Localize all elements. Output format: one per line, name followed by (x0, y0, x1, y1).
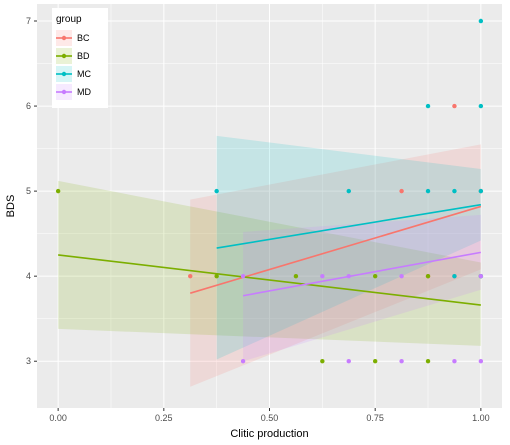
point-mc (452, 273, 457, 279)
point-bd (293, 273, 299, 279)
point-mc (425, 188, 431, 194)
legend-point-mc (61, 71, 67, 77)
legend-title: group (56, 14, 82, 25)
x-tick-label: 0.50 (261, 413, 279, 423)
y-tick-label: 7 (26, 16, 31, 26)
point-md (240, 359, 246, 364)
point-md (478, 359, 484, 364)
point-bd (320, 359, 325, 364)
point-mc (452, 188, 457, 194)
x-tick-label: 0.00 (49, 413, 67, 423)
point-bc (452, 103, 457, 109)
y-tick-label: 5 (26, 186, 31, 196)
point-md (478, 273, 484, 279)
point-md (320, 273, 325, 279)
band-md (243, 214, 481, 362)
legend-point-bc (61, 35, 67, 41)
y-tick-label: 3 (26, 356, 31, 366)
point-mc (478, 103, 484, 109)
point-mc (425, 103, 431, 109)
legend-point-bd (61, 53, 67, 59)
point-mc (214, 188, 219, 194)
band-bd (58, 180, 481, 346)
point-md (240, 273, 246, 279)
x-tick-label: 1.00 (472, 413, 490, 423)
confidence-bands (58, 135, 481, 387)
y-axis-title: BDS (5, 195, 17, 218)
legend-point-md (61, 89, 67, 95)
band-bc (190, 144, 481, 387)
point-bc (399, 188, 404, 194)
y-tick-label: 4 (26, 271, 31, 281)
point-bd (55, 188, 61, 194)
band-mc (216, 135, 481, 360)
y-tick-label: 6 (26, 101, 31, 111)
legend-items: BC BD MC MD (56, 30, 91, 100)
x-axis-ticks: 0.00 0.25 0.50 0.75 1.00 (49, 408, 490, 423)
point-bd (425, 273, 431, 279)
point-bd (372, 359, 378, 364)
fit-line-bc (190, 205, 482, 294)
point-md (346, 359, 351, 364)
legend-label-mc: MC (77, 69, 91, 79)
y-axis-ticks: 3 4 5 6 7 (26, 16, 37, 366)
point-bd (372, 273, 378, 279)
point-mc (478, 18, 484, 24)
x-tick-label: 0.75 (366, 413, 384, 423)
data-points (55, 18, 484, 364)
legend-label-md: MD (77, 87, 91, 97)
point-bd (214, 273, 219, 279)
point-md (399, 359, 404, 364)
point-md (452, 359, 457, 364)
point-md (399, 273, 404, 279)
point-bc (188, 273, 193, 279)
point-bd (425, 359, 431, 364)
fit-lines (58, 203, 482, 306)
legend-label-bc: BC (77, 33, 90, 43)
legend: group BC BD MC MD (52, 8, 108, 108)
x-tick-label: 0.25 (155, 413, 173, 423)
fit-line-bd (58, 254, 481, 306)
point-mc (346, 188, 351, 194)
point-mc (478, 188, 484, 194)
point-md (346, 273, 351, 279)
fit-line-mc (216, 203, 481, 249)
legend-label-bd: BD (77, 51, 90, 61)
fit-line-md (242, 251, 482, 297)
x-axis-title: Clitic production (230, 428, 308, 440)
